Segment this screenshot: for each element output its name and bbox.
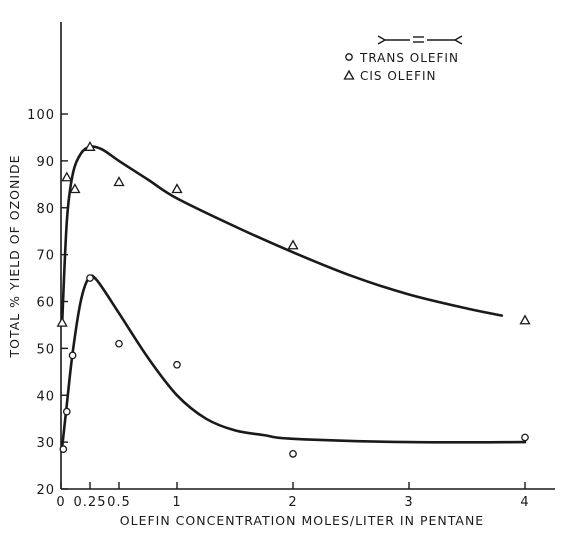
cis-olefin-point: [519, 314, 531, 325]
y-tick-label: 60: [36, 296, 55, 311]
y-tick-label: 70: [36, 249, 55, 264]
legend-trans-label: TRANS OLEFIN: [359, 51, 459, 65]
trans-olefin-point: [62, 407, 71, 416]
data-points: [56, 140, 531, 458]
legend-trans-marker: [345, 53, 353, 61]
y-tick-label: 100: [27, 108, 55, 123]
trans-olefin-point: [68, 351, 77, 360]
trans-olefin-point: [59, 445, 68, 454]
cis-olefin-point: [61, 171, 73, 182]
y-tick-label: 90: [36, 155, 55, 170]
y-tick-label: 50: [36, 342, 55, 357]
fitted-curves: [60, 145, 527, 449]
trans-olefin-point: [521, 433, 529, 442]
trans-olefin-curve: [60, 274, 527, 449]
cis-olefin-point: [84, 140, 96, 151]
trans-olefin-point: [86, 274, 94, 282]
axis-ticks: 20 30 40 50 60 70 80 90 100 0 0.25 0.5 1 2 3 4: [27, 108, 529, 510]
cis-olefin-point: [113, 176, 125, 187]
cis-olefin-point: [287, 239, 299, 250]
x-tick-label: 1: [172, 495, 181, 510]
trans-olefin-point: [115, 339, 123, 348]
cis-olefin-point: [171, 183, 183, 194]
y-tick-label: 40: [36, 389, 55, 404]
x-tick-label: 0: [56, 495, 65, 510]
cis-olefin-point: [69, 183, 81, 194]
trans-olefin-point: [289, 449, 297, 458]
legend-cis-label: CIS OLEFIN: [360, 69, 436, 83]
legend-structure-icon: [377, 35, 463, 45]
y-tick-label: 20: [36, 483, 55, 498]
x-tick-label: 4: [520, 495, 529, 510]
legend-cis-marker: [343, 69, 355, 80]
x-tick-label: 2: [288, 495, 297, 510]
x-tick-label: 0.25: [74, 495, 107, 510]
y-axis-title: TOTAL % YIELD OF OZONIDE: [7, 154, 22, 358]
trans-olefin-point: [173, 360, 181, 369]
cis-olefin-point: [56, 316, 68, 327]
y-tick-label: 80: [36, 202, 55, 217]
cis-olefin-curve: [60, 145, 504, 324]
x-tick-label: 0.5: [107, 495, 131, 510]
legend: TRANS OLEFIN CIS OLEFIN: [343, 35, 463, 83]
x-tick-label: 3: [404, 495, 413, 510]
plot-frame: [60, 22, 555, 490]
x-axis-title: OLEFIN CONCENTRATION MOLES/LITER IN PENT…: [120, 513, 484, 528]
y-tick-label: 30: [36, 436, 55, 451]
